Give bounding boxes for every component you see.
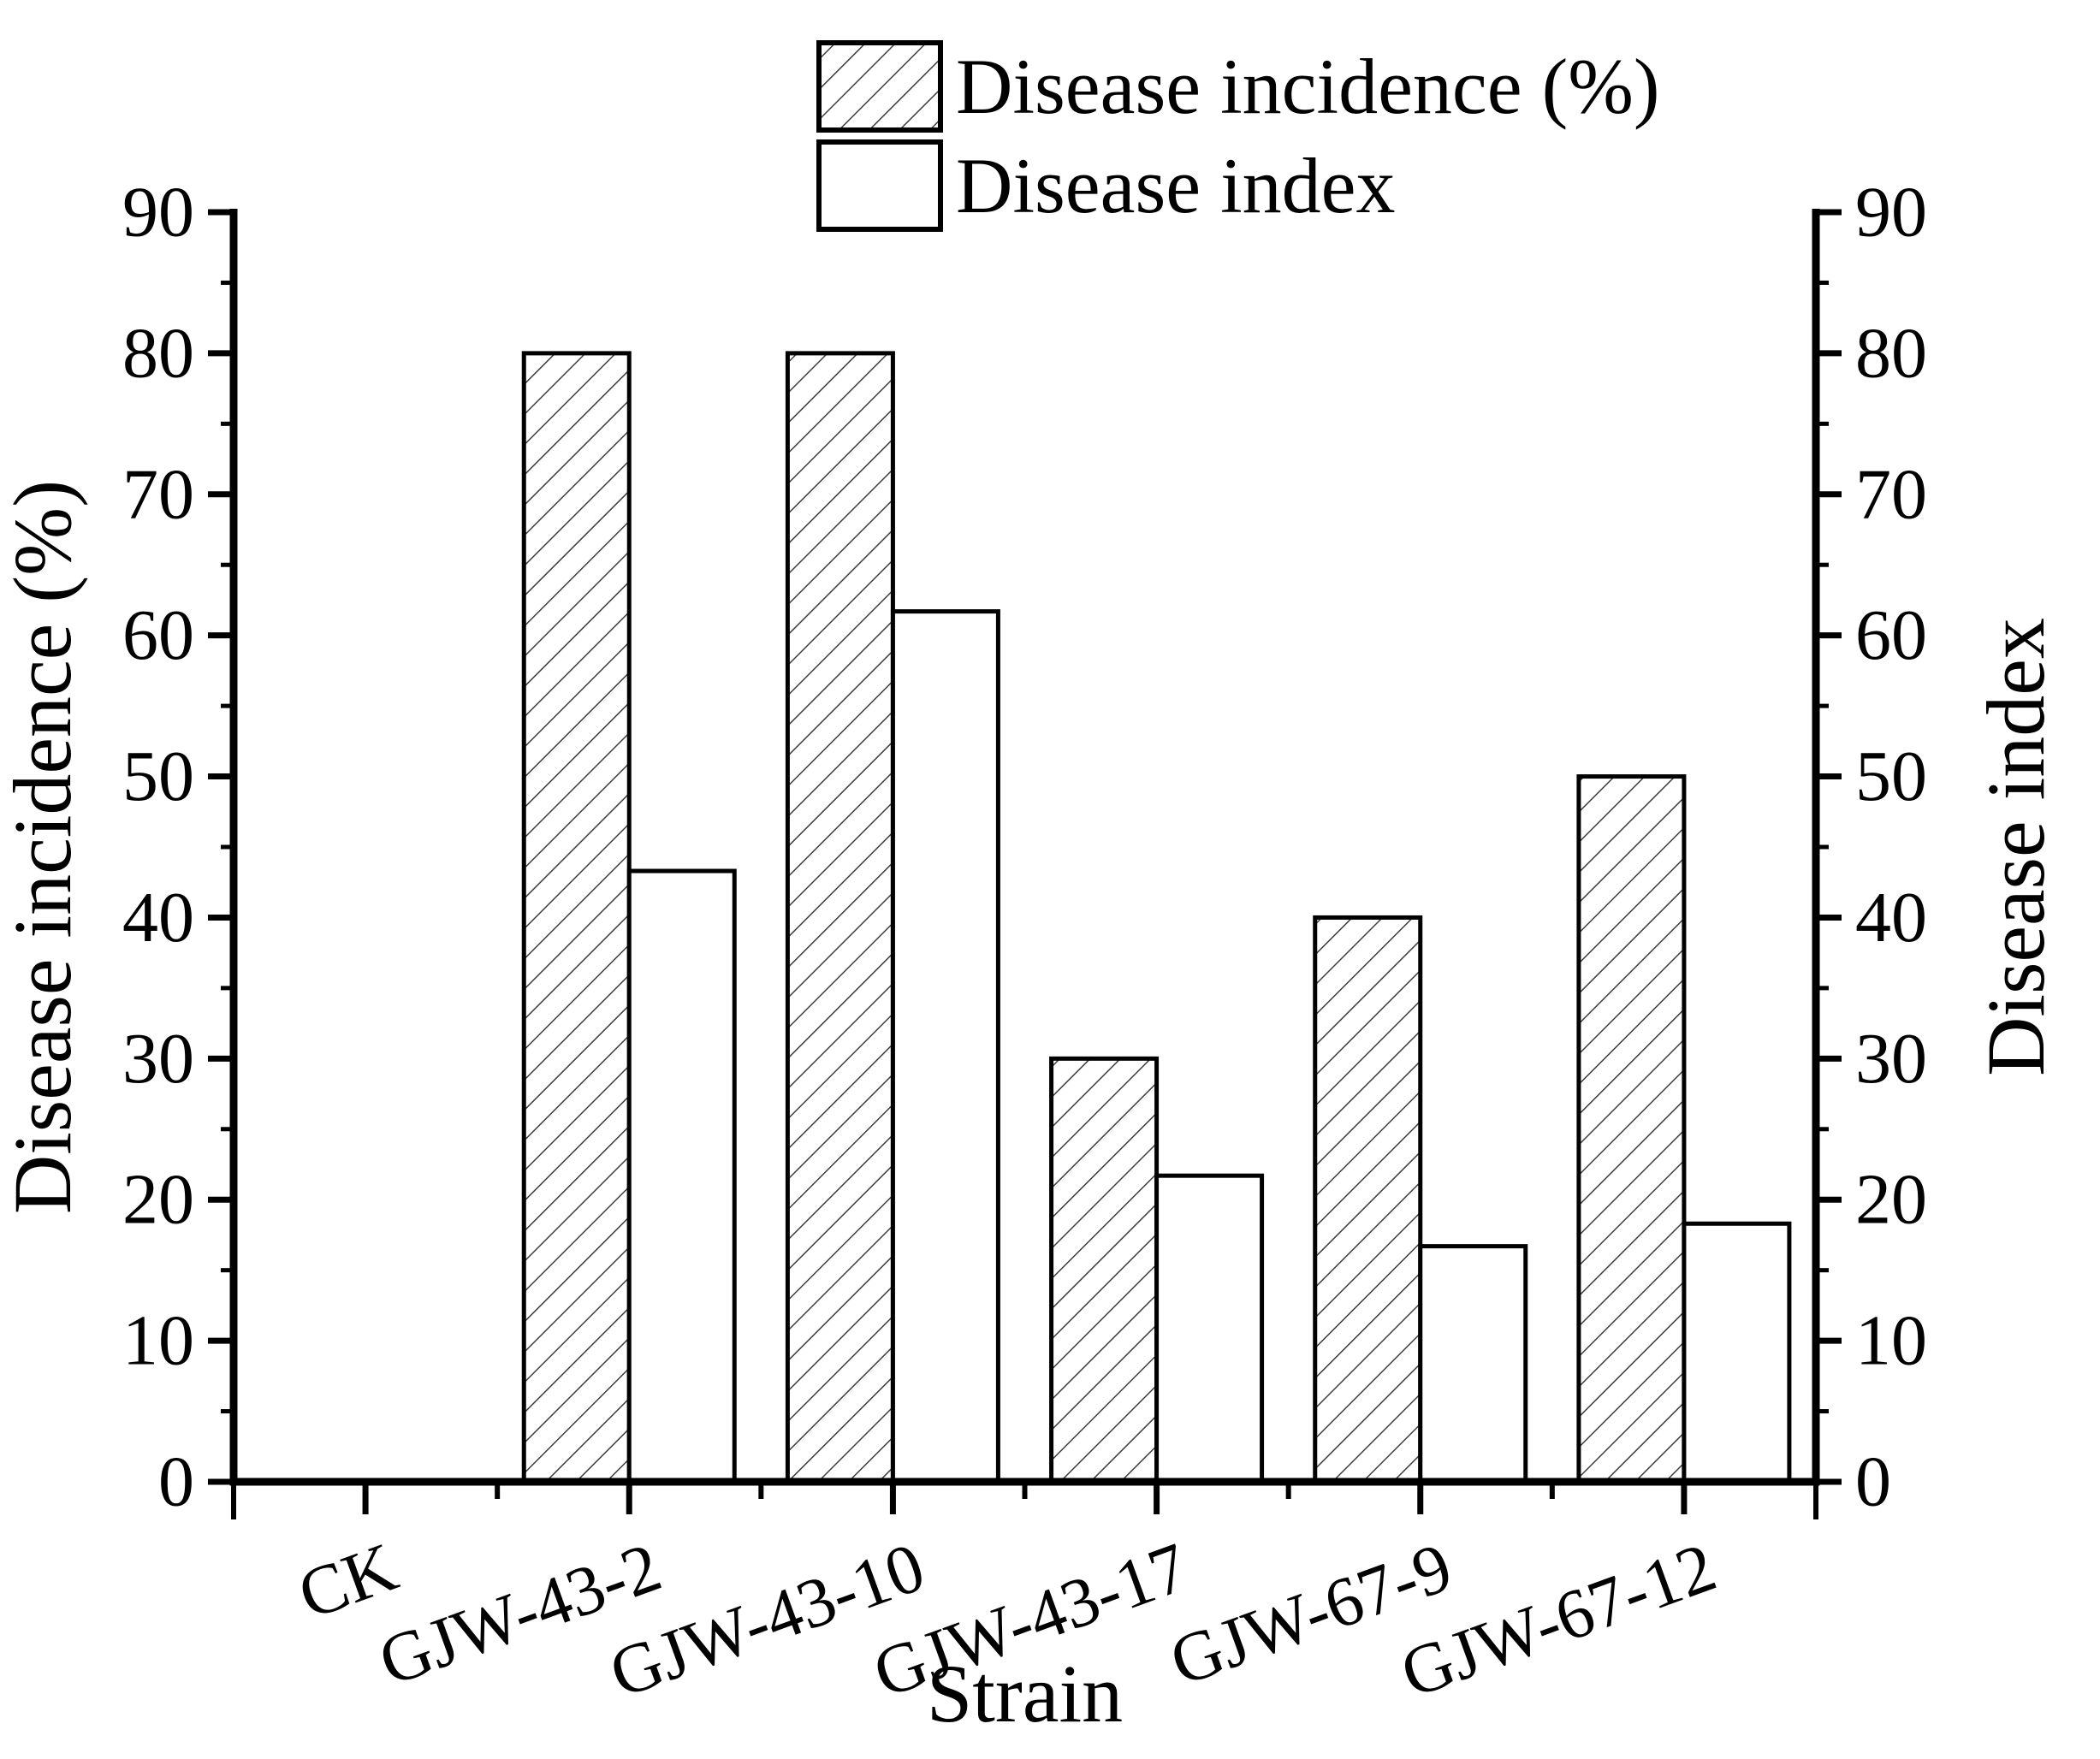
bar-disease-incidence-GJW-43-2 [521, 351, 632, 1484]
right-ytick-label-50: 50 [1855, 737, 1927, 816]
right-ytick-label-40: 40 [1855, 878, 1927, 957]
left-ytick-label-20: 20 [122, 1160, 194, 1240]
x-ticks-group [231, 1485, 1818, 1519]
right-ytick-label-0: 0 [1855, 1442, 1891, 1522]
x-axis-title: Strain [927, 1648, 1123, 1739]
right-ytick-label-90: 90 [1855, 173, 1927, 252]
bar-disease-incidence-GJW-67-12 [1576, 774, 1687, 1484]
bar-disease-incidence-GJW-67-9 [1313, 915, 1423, 1484]
bar-disease-index-GJW-43-2 [626, 868, 737, 1484]
left-ytick-label-30: 30 [122, 1019, 194, 1099]
left-axis-title: Disease incidence (%) [0, 480, 88, 1214]
legend-label-disease-incidence: Disease incidence (%) [956, 43, 1659, 130]
left-ytick-label-40: 40 [122, 878, 194, 957]
bar-disease-incidence-GJW-43-10 [785, 351, 895, 1484]
y-ticks-group [208, 209, 1842, 1485]
legend-swatch-hatched-swatch [816, 40, 943, 133]
bar-disease-index-GJW-67-9 [1418, 1244, 1528, 1484]
right-axis-title: Disease index [1970, 618, 2061, 1076]
legend-label-disease-index: Disease index [956, 142, 1396, 229]
right-ytick-label-20: 20 [1855, 1160, 1927, 1240]
right-ytick-label-80: 80 [1855, 313, 1927, 393]
bars-group [521, 351, 1792, 1484]
axes-group [229, 209, 1820, 1486]
bar-disease-index-GJW-67-12 [1682, 1221, 1792, 1484]
left-ytick-label-10: 10 [122, 1301, 194, 1381]
right-ytick-label-30: 30 [1855, 1019, 1927, 1099]
bar-disease-index-GJW-43-10 [890, 609, 1000, 1484]
left-ytick-label-60: 60 [122, 595, 194, 675]
right-ytick-label-60: 60 [1855, 595, 1927, 675]
right-ytick-label-70: 70 [1855, 454, 1927, 534]
legend [816, 40, 943, 232]
left-ytick-label-50: 50 [122, 737, 194, 816]
left-ytick-label-0: 0 [158, 1442, 194, 1522]
right-ytick-label-10: 10 [1855, 1301, 1927, 1381]
legend-swatch-white-swatch [816, 139, 943, 232]
left-ytick-label-80: 80 [122, 313, 194, 393]
bar-disease-index-GJW-43-17 [1154, 1173, 1265, 1484]
left-ytick-label-90: 90 [122, 173, 194, 252]
bar-disease-incidence-GJW-43-17 [1049, 1056, 1160, 1484]
xtick-label-CK: CK [288, 1527, 406, 1633]
left-ytick-label-70: 70 [122, 454, 194, 534]
